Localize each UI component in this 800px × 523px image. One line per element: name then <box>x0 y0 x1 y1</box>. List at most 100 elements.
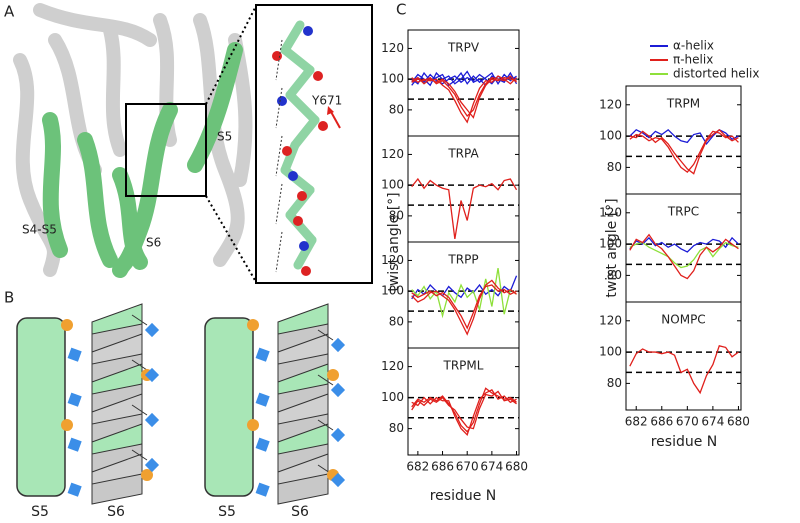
plot-frame <box>407 347 520 456</box>
panel-letter: B <box>4 289 14 307</box>
series-group <box>629 128 739 175</box>
x-tick-label: 682 <box>406 460 429 474</box>
side-chain-blue <box>255 392 270 407</box>
series-line <box>629 241 739 269</box>
stick <box>317 329 334 341</box>
series-line <box>411 284 517 330</box>
h-bond <box>275 183 283 225</box>
protein-gray <box>13 3 253 277</box>
series-group <box>629 345 739 395</box>
ribbon-back <box>277 473 329 505</box>
zoom-line <box>205 5 257 105</box>
series-line <box>411 275 518 300</box>
series-line <box>411 389 517 437</box>
atom <box>301 266 311 276</box>
y-tick-label: 100 <box>599 129 622 143</box>
side-chain-blue <box>255 437 270 452</box>
series-line <box>411 75 517 118</box>
chart-title: NOMPC <box>661 313 705 327</box>
series-line <box>411 268 517 319</box>
helix-s5 <box>204 317 254 497</box>
atom <box>303 26 313 36</box>
series-line <box>411 177 518 240</box>
stick <box>317 374 334 386</box>
x-tick-label: 682 <box>625 415 648 429</box>
stick <box>131 404 148 416</box>
chart-title: TRPV <box>447 41 480 55</box>
bond <box>285 65 315 100</box>
side-chain-blue <box>255 482 270 497</box>
arrow-head <box>327 106 334 115</box>
chart: 80 100 120 TRPP <box>381 241 520 349</box>
series-line <box>629 236 739 253</box>
bond <box>293 235 317 270</box>
panel-letter: A <box>4 3 15 21</box>
series-line <box>629 233 739 280</box>
residue-label: Y671 <box>311 94 342 108</box>
x-tick-label: 680 <box>727 415 750 429</box>
atom <box>288 171 298 181</box>
side-chain-orange <box>247 319 259 331</box>
side-chain-blue <box>144 322 160 338</box>
side-chain-blue <box>144 367 160 383</box>
atom <box>277 96 287 106</box>
side-chain-orange <box>61 419 73 431</box>
bond <box>285 185 315 220</box>
helix-s5 <box>16 317 66 497</box>
x-tick-label: 674 <box>480 460 503 474</box>
series-line <box>411 390 517 430</box>
chart-title: TRPA <box>447 147 479 161</box>
series-group <box>411 177 518 240</box>
helix-label: S6 <box>146 236 161 250</box>
side-chain-blue <box>330 472 346 488</box>
legend-label: α-helix <box>673 39 714 53</box>
atom <box>282 146 292 156</box>
x-tick-label: 670 <box>456 460 479 474</box>
h-bond <box>275 39 283 81</box>
stick <box>131 359 148 371</box>
y-tick-label: 100 <box>599 345 622 359</box>
y-tick-label: 120 <box>599 97 622 111</box>
panel-a: A S4-S5 S6 S5 Y671 <box>0 0 375 285</box>
chart: 80 100 120 TRPV <box>381 29 520 137</box>
stick <box>317 419 334 431</box>
bond <box>290 115 320 150</box>
y-tick-label: 120 <box>599 313 622 327</box>
y-tick-label: 120 <box>381 41 404 55</box>
panel-b: B S5 S6 S5 S6 <box>4 289 346 520</box>
side-chain-orange <box>61 319 73 331</box>
y-tick-label: 100 <box>381 284 404 298</box>
atom <box>318 121 328 131</box>
bond <box>280 45 315 75</box>
series-group <box>411 70 518 124</box>
y-tick-label: 80 <box>389 102 404 116</box>
y-tick-label: 80 <box>389 421 404 435</box>
y-tick-label: 80 <box>607 268 622 282</box>
side-chain-blue <box>330 382 346 398</box>
chart: 80 100 120 TRPC <box>599 193 742 303</box>
series-line <box>411 76 517 119</box>
side-chain-blue <box>67 392 82 407</box>
helix-label: S6 <box>291 504 309 520</box>
side-chain-blue <box>330 337 346 353</box>
x-axis-label: residue N <box>430 488 497 504</box>
series-group <box>411 268 518 336</box>
y-tick-label: 80 <box>607 160 622 174</box>
y-tick-label: 100 <box>381 72 404 86</box>
side-chain-blue <box>144 457 160 473</box>
atom <box>313 71 323 81</box>
x-tick-label: 686 <box>650 415 673 429</box>
series-line <box>629 345 739 395</box>
y-tick-label: 100 <box>381 178 404 192</box>
side-chain-blue <box>67 482 82 497</box>
side-chain-orange <box>247 419 259 431</box>
chart: 80 100 120 682 686 670 674 680 TRPML <box>381 347 528 474</box>
side-chain-blue <box>144 412 160 428</box>
chart: 80 100 120 TRPM <box>599 85 742 195</box>
y-tick-label: 80 <box>389 208 404 222</box>
legend-label: π-helix <box>673 53 713 67</box>
chart-title: TRPP <box>447 253 478 267</box>
y-tick-label: 120 <box>381 359 404 373</box>
helix-label: S5 <box>217 130 232 144</box>
protein-green <box>42 42 243 278</box>
